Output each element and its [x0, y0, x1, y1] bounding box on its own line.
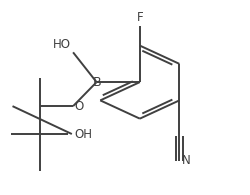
Text: HO: HO [52, 38, 70, 51]
Text: OH: OH [74, 128, 92, 141]
Text: N: N [182, 154, 190, 168]
Text: B: B [92, 76, 101, 89]
Text: F: F [136, 12, 143, 24]
Text: O: O [74, 100, 84, 113]
